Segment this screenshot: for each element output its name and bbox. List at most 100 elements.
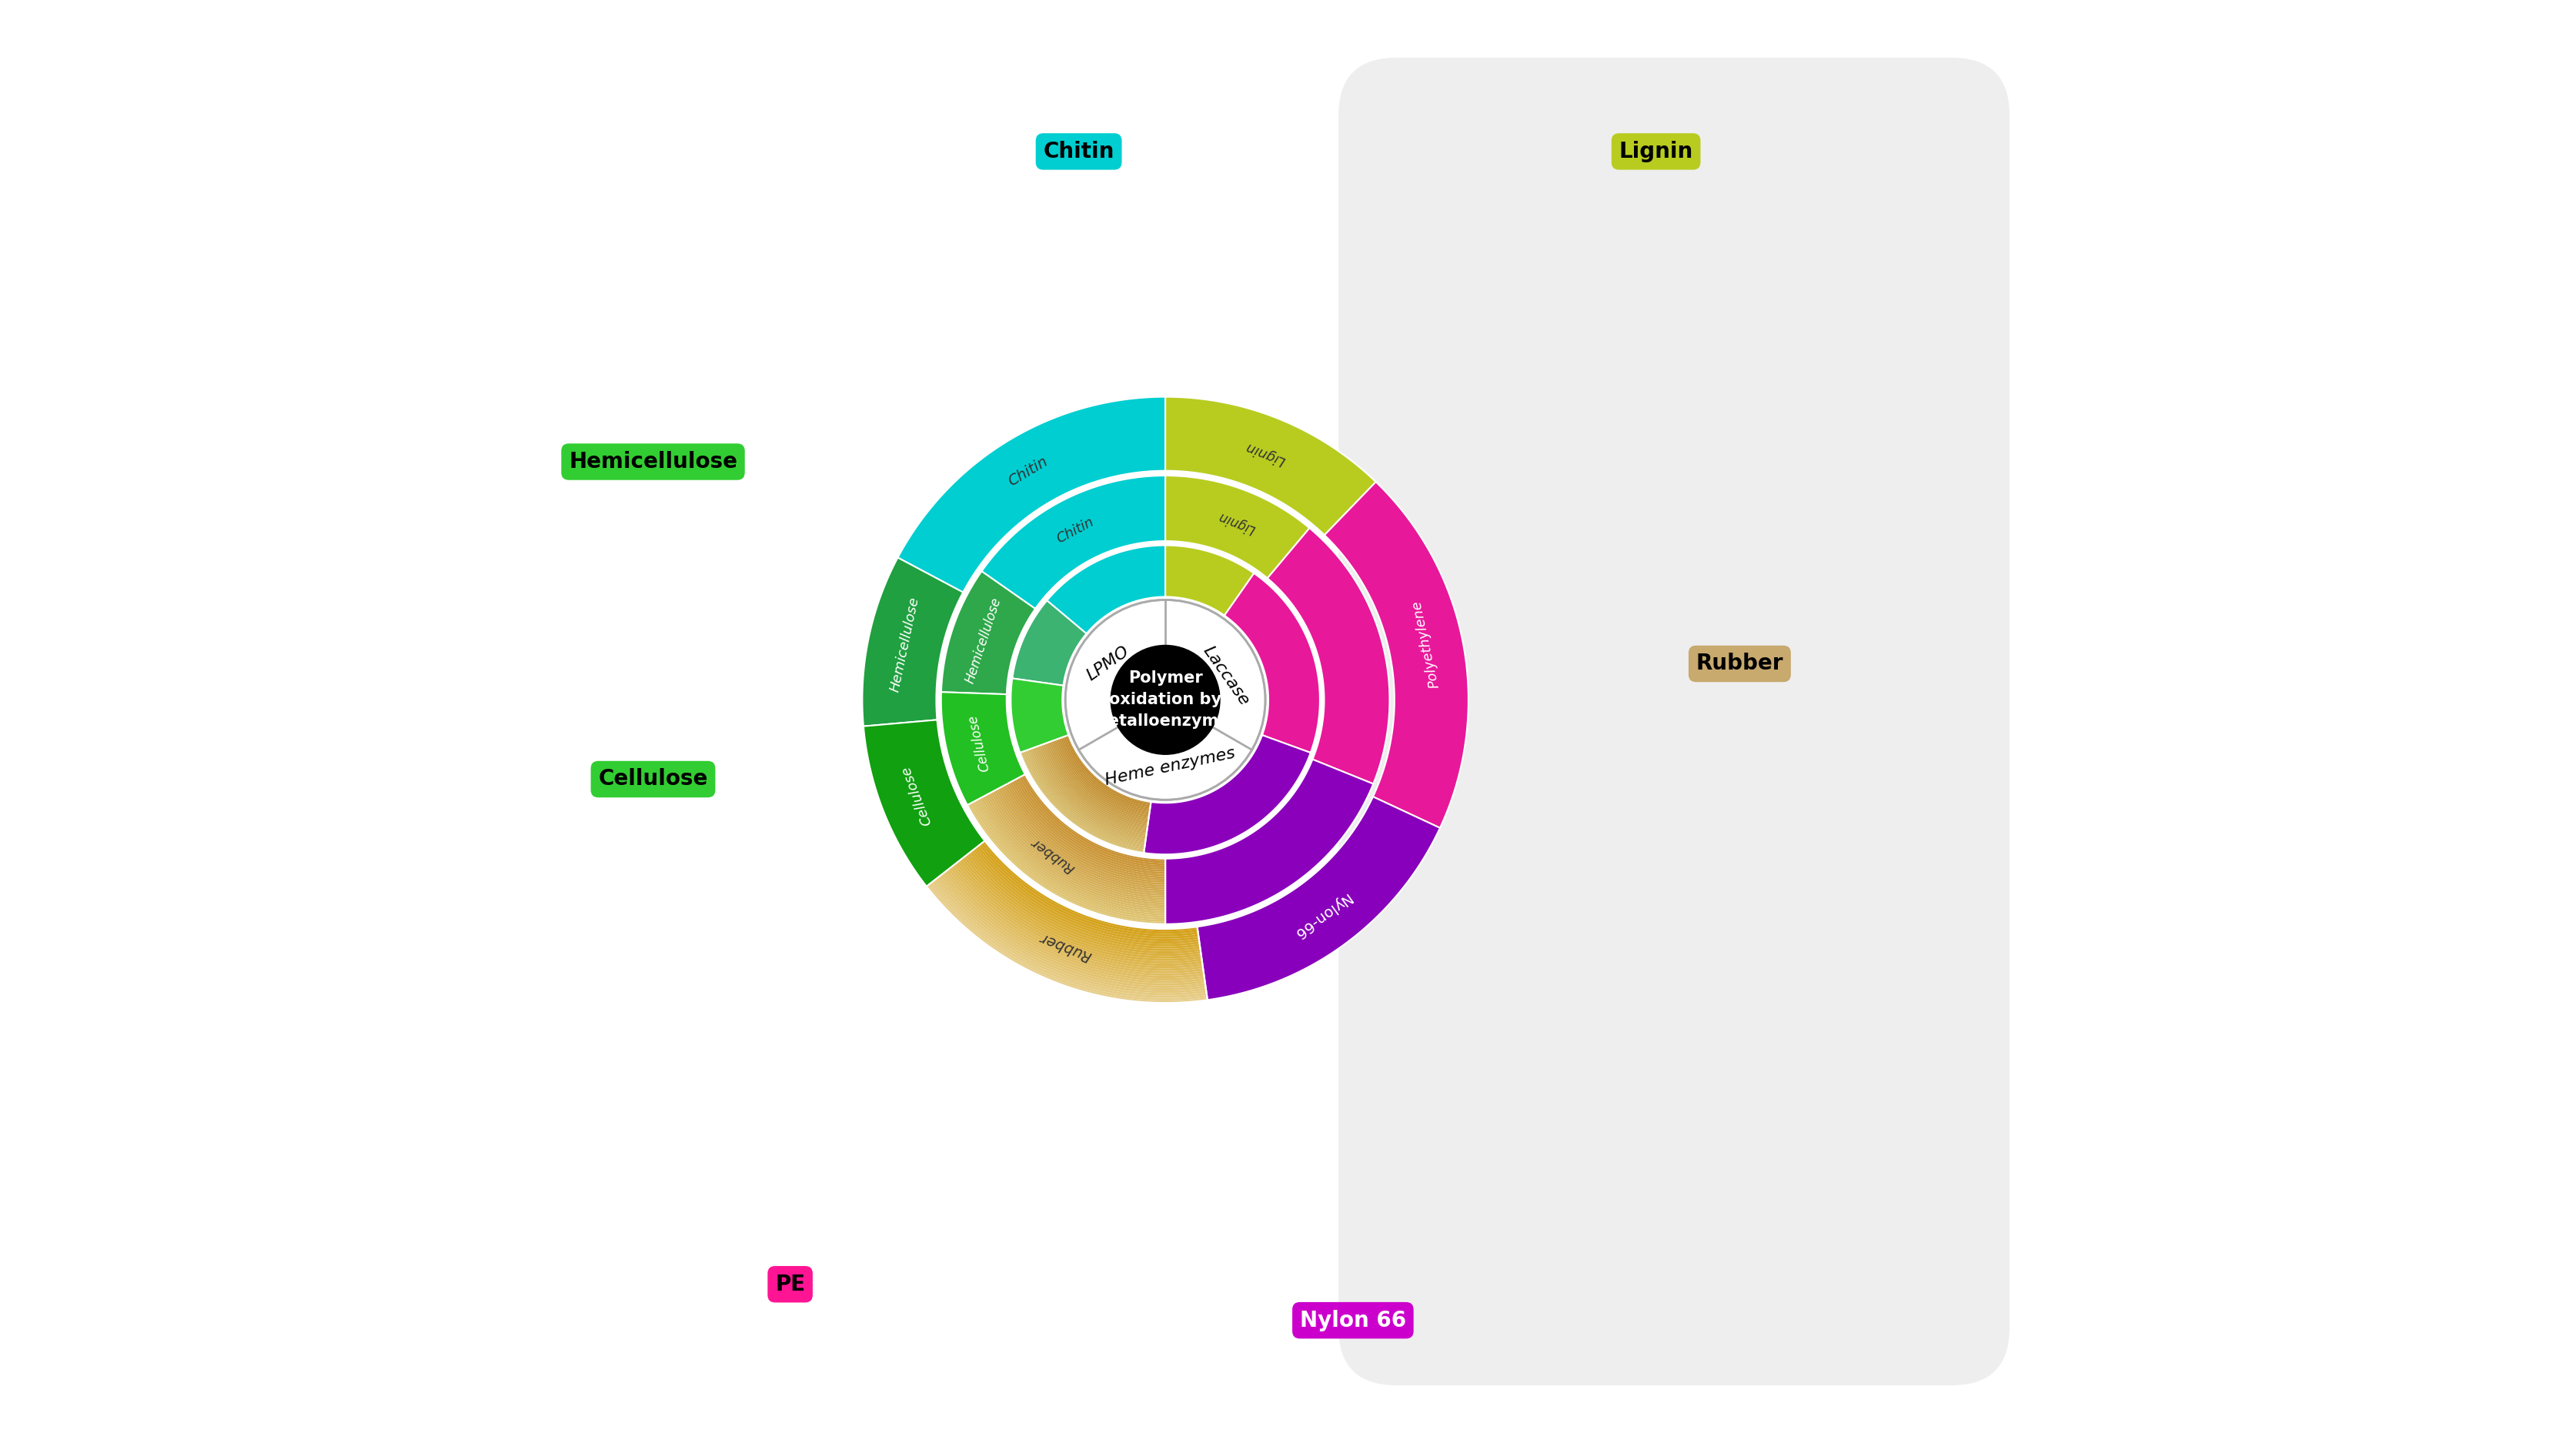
Polygon shape bbox=[1010, 678, 1069, 753]
Polygon shape bbox=[940, 693, 1025, 805]
Polygon shape bbox=[1048, 742, 1149, 823]
FancyBboxPatch shape bbox=[1340, 58, 2009, 1385]
Polygon shape bbox=[963, 856, 1200, 957]
Polygon shape bbox=[1066, 736, 1151, 805]
Polygon shape bbox=[1002, 785, 1164, 885]
Polygon shape bbox=[1064, 736, 1151, 807]
Polygon shape bbox=[1164, 759, 1373, 924]
Polygon shape bbox=[956, 861, 1203, 965]
Text: Lignin: Lignin bbox=[1216, 508, 1257, 535]
Polygon shape bbox=[1025, 750, 1144, 848]
Polygon shape bbox=[974, 848, 1200, 944]
Circle shape bbox=[1066, 600, 1265, 799]
Polygon shape bbox=[1164, 397, 1376, 535]
Polygon shape bbox=[1030, 749, 1146, 843]
Polygon shape bbox=[969, 851, 1200, 948]
Polygon shape bbox=[863, 557, 963, 726]
Text: Rubber: Rubber bbox=[1038, 929, 1095, 964]
Polygon shape bbox=[1018, 778, 1164, 867]
Polygon shape bbox=[1023, 750, 1144, 850]
Polygon shape bbox=[863, 720, 984, 886]
Polygon shape bbox=[1164, 545, 1255, 616]
Polygon shape bbox=[1198, 797, 1440, 1000]
Polygon shape bbox=[1061, 737, 1151, 808]
Polygon shape bbox=[951, 867, 1203, 974]
Polygon shape bbox=[1020, 776, 1164, 866]
Polygon shape bbox=[1046, 743, 1149, 825]
Polygon shape bbox=[1023, 775, 1164, 861]
Polygon shape bbox=[899, 397, 1164, 592]
Text: Hemicellulose: Hemicellulose bbox=[963, 596, 1005, 685]
Text: Laccase: Laccase bbox=[1200, 644, 1252, 709]
Polygon shape bbox=[943, 873, 1206, 983]
Polygon shape bbox=[997, 789, 1164, 892]
Text: Hemicellulose: Hemicellulose bbox=[569, 452, 737, 472]
Polygon shape bbox=[930, 882, 1206, 999]
Polygon shape bbox=[969, 804, 1164, 922]
Polygon shape bbox=[981, 797, 1164, 909]
Circle shape bbox=[1110, 645, 1221, 755]
Polygon shape bbox=[994, 789, 1164, 893]
Polygon shape bbox=[1023, 752, 1144, 851]
Polygon shape bbox=[971, 802, 1164, 919]
Polygon shape bbox=[1012, 781, 1164, 874]
Polygon shape bbox=[1036, 747, 1146, 837]
Polygon shape bbox=[1066, 734, 1151, 804]
Polygon shape bbox=[976, 847, 1198, 941]
Polygon shape bbox=[1007, 782, 1164, 879]
Polygon shape bbox=[971, 850, 1200, 947]
Polygon shape bbox=[938, 876, 1206, 988]
Text: Cellulose: Cellulose bbox=[598, 769, 708, 789]
Polygon shape bbox=[1061, 737, 1149, 811]
Polygon shape bbox=[1005, 784, 1164, 880]
Polygon shape bbox=[969, 853, 1200, 951]
Polygon shape bbox=[927, 883, 1208, 1000]
Polygon shape bbox=[1033, 747, 1146, 840]
Polygon shape bbox=[979, 844, 1198, 937]
Polygon shape bbox=[943, 872, 1206, 981]
Polygon shape bbox=[1012, 779, 1164, 872]
Text: Polymer
oxidation by
metalloenzymes: Polymer oxidation by metalloenzymes bbox=[1092, 671, 1239, 729]
Polygon shape bbox=[951, 866, 1203, 971]
Polygon shape bbox=[1005, 785, 1164, 883]
Text: Heme enzymes: Heme enzymes bbox=[1103, 745, 1236, 788]
Polygon shape bbox=[1043, 743, 1149, 827]
Text: Lignin: Lignin bbox=[1244, 439, 1288, 468]
Polygon shape bbox=[940, 571, 1036, 694]
Polygon shape bbox=[933, 880, 1206, 996]
Polygon shape bbox=[1059, 737, 1149, 812]
Polygon shape bbox=[989, 792, 1164, 900]
Polygon shape bbox=[1028, 749, 1146, 844]
Polygon shape bbox=[1043, 745, 1146, 830]
Polygon shape bbox=[984, 795, 1164, 905]
Polygon shape bbox=[966, 854, 1200, 954]
Polygon shape bbox=[1224, 573, 1319, 753]
Polygon shape bbox=[976, 799, 1164, 913]
Polygon shape bbox=[989, 792, 1164, 898]
Polygon shape bbox=[1020, 775, 1164, 863]
Polygon shape bbox=[976, 846, 1198, 939]
Polygon shape bbox=[1324, 482, 1468, 828]
Polygon shape bbox=[961, 857, 1200, 958]
Text: Polyethylene: Polyethylene bbox=[1409, 599, 1443, 690]
Polygon shape bbox=[984, 797, 1164, 906]
Polygon shape bbox=[979, 798, 1164, 911]
Polygon shape bbox=[1010, 782, 1164, 876]
Polygon shape bbox=[1054, 740, 1149, 818]
Polygon shape bbox=[1144, 734, 1311, 854]
Polygon shape bbox=[976, 799, 1164, 915]
Polygon shape bbox=[1038, 746, 1146, 834]
Text: Chitin: Chitin bbox=[1054, 515, 1097, 547]
Polygon shape bbox=[945, 870, 1203, 978]
Polygon shape bbox=[1020, 752, 1144, 853]
Polygon shape bbox=[935, 877, 1206, 990]
Polygon shape bbox=[927, 885, 1208, 1003]
Polygon shape bbox=[1056, 739, 1149, 814]
Polygon shape bbox=[935, 879, 1206, 993]
Polygon shape bbox=[1028, 750, 1144, 846]
Polygon shape bbox=[1041, 745, 1146, 833]
Polygon shape bbox=[1051, 740, 1149, 821]
Polygon shape bbox=[1030, 747, 1146, 841]
Polygon shape bbox=[948, 869, 1203, 975]
Polygon shape bbox=[1048, 742, 1149, 824]
